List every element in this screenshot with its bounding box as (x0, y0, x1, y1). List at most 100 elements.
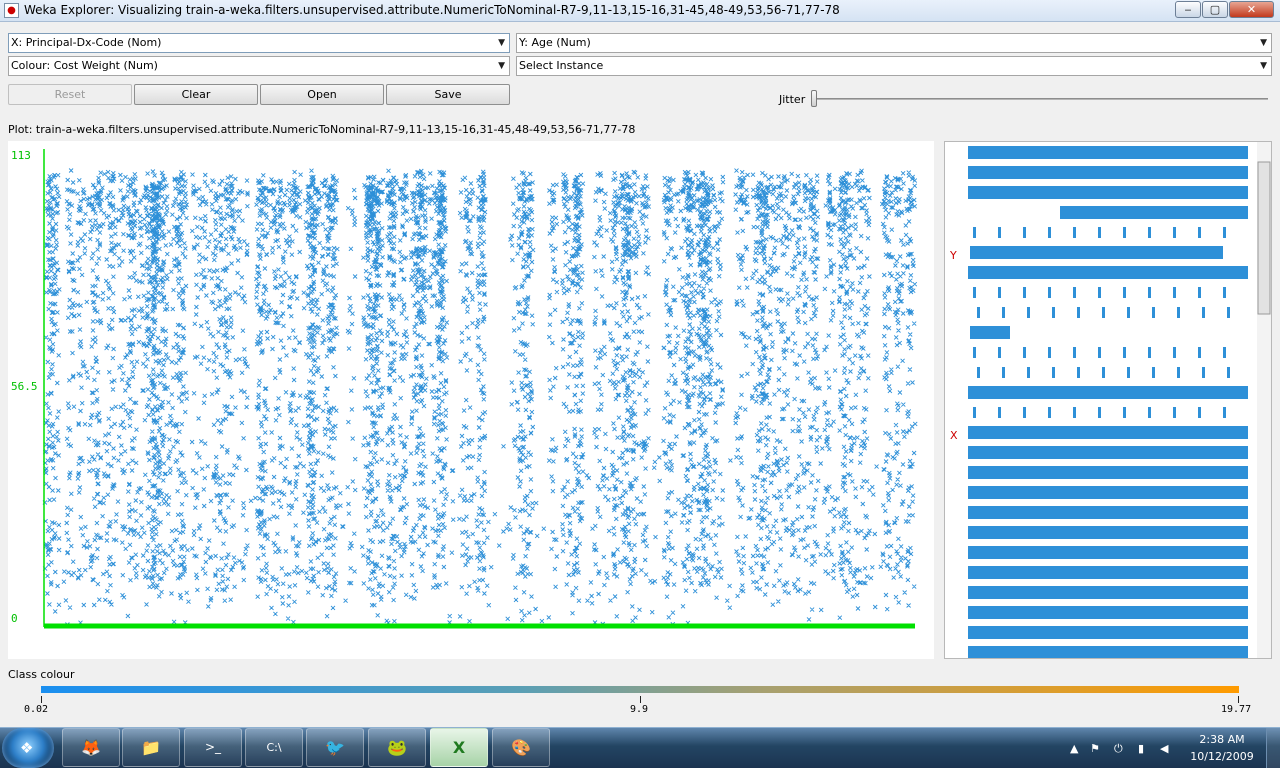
matrix-bar[interactable] (1060, 206, 1248, 219)
clock-time[interactable]: 2:38 AM (1199, 733, 1245, 746)
taskbar-terminal[interactable]: >_ (184, 728, 242, 767)
matrix-dot (1148, 407, 1151, 418)
show-desktop-button[interactable] (1266, 728, 1280, 768)
taskbar-excel[interactable]: X (430, 728, 488, 767)
matrix-dot (1202, 367, 1205, 378)
flag-icon[interactable]: ⚑ (1090, 742, 1100, 755)
colour-select[interactable]: Colour: Cost Weight (Num) ▼ (8, 56, 510, 76)
y-tick-max: 113 (11, 149, 31, 162)
matrix-dot (1223, 347, 1226, 358)
colour-select-value: Colour: Cost Weight (Num) (11, 59, 158, 72)
matrix-bar[interactable] (968, 506, 1248, 519)
x-axis-select[interactable]: X: Principal-Dx-Code (Nom) ▼ (8, 33, 510, 53)
matrix-bar[interactable] (968, 566, 1248, 579)
attribute-matrix-panel[interactable]: Y X (944, 141, 1272, 659)
taskbar-firefox[interactable]: 🦊 (62, 728, 120, 767)
matrix-dot (1098, 287, 1101, 298)
maximize-button[interactable]: ▢ (1202, 1, 1228, 18)
colour-bar-tick-min (41, 696, 42, 703)
matrix-dot (1127, 367, 1130, 378)
matrix-dot (1048, 347, 1051, 358)
matrix-bar[interactable] (968, 626, 1248, 639)
volume-icon[interactable]: ◀ (1160, 742, 1169, 755)
power-icon[interactable]: ⏻ (1114, 742, 1123, 755)
matrix-bar[interactable] (968, 546, 1248, 559)
matrix-bar[interactable] (968, 146, 1248, 159)
reset-button[interactable]: Reset (8, 84, 132, 105)
matrix-bar[interactable] (968, 446, 1248, 459)
taskbar-paint[interactable]: 🎨 (492, 728, 550, 767)
matrix-dot (1177, 367, 1180, 378)
taskbar (0, 727, 1280, 768)
y-tick-mid: 56.5 (11, 380, 38, 393)
taskbar-weka[interactable]: 🐦 (306, 728, 364, 767)
matrix-dot (1177, 307, 1180, 318)
weka-bird-icon: 🐦 (325, 738, 345, 757)
close-button[interactable]: ✕ (1229, 1, 1274, 18)
matrix-dot (1102, 307, 1105, 318)
matrix-dot (1048, 407, 1051, 418)
matrix-dot (998, 227, 1001, 238)
excel-icon: X (452, 738, 466, 757)
plot-points (42, 168, 918, 627)
instance-select-value: Select Instance (519, 59, 604, 72)
colour-bar-tick-max (1238, 696, 1239, 703)
matrix-dot (1152, 367, 1155, 378)
matrix-dot (1173, 227, 1176, 238)
tray-expand-icon[interactable]: ▲ (1070, 742, 1079, 755)
matrix-dot (977, 367, 980, 378)
matrix-dot (1202, 307, 1205, 318)
taskbar-cmd[interactable]: C:\ (245, 728, 303, 767)
matrix-bar[interactable] (968, 186, 1248, 199)
scatter-plot[interactable]: 113 56.5 0 (8, 141, 934, 659)
matrix-bar[interactable] (968, 646, 1248, 659)
save-button[interactable]: Save (386, 84, 510, 105)
attribute-matrix-svg: Y X (949, 142, 1271, 659)
matrix-dot (1123, 227, 1126, 238)
matrix-bar[interactable] (970, 246, 1223, 259)
matrix-bar[interactable] (968, 606, 1248, 619)
matrix-bar[interactable] (968, 486, 1248, 499)
jitter-slider-track[interactable] (814, 98, 1268, 100)
x-axis-select-value: X: Principal-Dx-Code (Nom) (11, 36, 162, 49)
matrix-bar[interactable] (968, 466, 1248, 479)
matrix-bar[interactable] (968, 586, 1248, 599)
colour-min-label: 0.02 (24, 704, 49, 715)
matrix-dot (1023, 287, 1026, 298)
matrix-bar[interactable] (968, 266, 1248, 279)
matrix-dot (1223, 407, 1226, 418)
y-axis-select[interactable]: Y: Age (Num) ▼ (516, 33, 1272, 53)
matrix-dot (1027, 307, 1030, 318)
network-icon[interactable]: ▮ (1138, 742, 1145, 755)
matrix-scrollbar-thumb[interactable] (1257, 161, 1271, 315)
matrix-bar[interactable] (968, 426, 1248, 439)
folder-icon: 📁 (141, 738, 161, 757)
terminal-icon: >_ (204, 740, 222, 754)
taskbar-explorer[interactable]: 📁 (122, 728, 180, 767)
matrix-dot (1173, 347, 1176, 358)
firefox-icon: 🦊 (81, 738, 101, 757)
plot-title: Plot: train-a-weka.filters.unsupervised.… (8, 123, 636, 136)
start-button[interactable]: ❖ (2, 728, 54, 768)
instance-select[interactable]: Select Instance ▼ (516, 56, 1272, 76)
open-button[interactable]: Open (260, 84, 384, 105)
matrix-dot (1198, 227, 1201, 238)
minimize-button[interactable]: ‒ (1175, 1, 1201, 18)
taskbar-frog[interactable]: 🐸 (368, 728, 426, 767)
matrix-bar[interactable] (968, 386, 1248, 399)
class-colour-label: Class colour (8, 668, 75, 681)
matrix-dot (1098, 227, 1101, 238)
matrix-bar[interactable] (970, 326, 1010, 339)
matrix-bar[interactable] (968, 166, 1248, 179)
chevron-down-icon: ▼ (1260, 38, 1267, 48)
matrix-dot (977, 307, 980, 318)
colour-max-label: 19.77 (1221, 704, 1252, 715)
matrix-dot (1123, 287, 1126, 298)
x-marker: X (950, 429, 958, 442)
matrix-bar[interactable] (968, 526, 1248, 539)
matrix-dot (973, 407, 976, 418)
chevron-down-icon: ▼ (1260, 61, 1267, 71)
clear-button[interactable]: Clear (134, 84, 258, 105)
jitter-slider-thumb[interactable] (811, 90, 817, 107)
clock-date[interactable]: 10/12/2009 (1190, 750, 1254, 763)
